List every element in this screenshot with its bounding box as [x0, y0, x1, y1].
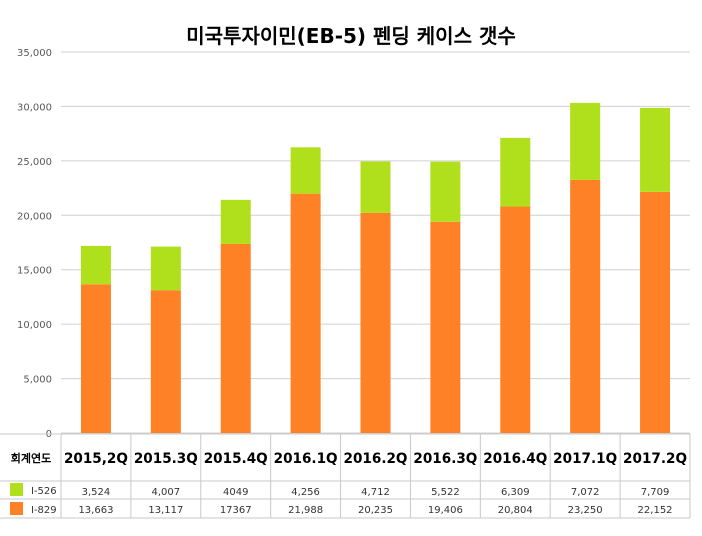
data-table: 회계연도 2015,2Q 3,524 13,663 2015.3Q 4,007 13,117…	[0, 433, 691, 519]
y-axis: 05,00010,00015,00020,00025,00030,00035,0…	[17, 48, 52, 440]
data-label-i526: 3,524	[82, 487, 111, 498]
data-label-i526: 7,709	[641, 487, 670, 498]
y-tick-label: 30,000	[17, 102, 52, 113]
category-label: 2016.3Q	[413, 451, 477, 467]
bar-i526	[80, 245, 111, 285]
data-label-i526: 6,309	[501, 487, 530, 498]
bar-i829	[500, 206, 531, 433]
bar-i526	[360, 161, 391, 213]
bar-i829	[80, 284, 111, 433]
y-tick-label: 10,000	[17, 320, 52, 331]
y-tick-label: 35,000	[17, 48, 52, 59]
data-label-i526: 4,712	[361, 487, 390, 498]
y-tick-label: 25,000	[17, 157, 52, 168]
category-label: 2017.2Q	[623, 451, 687, 467]
bar-i526	[290, 147, 321, 194]
bar-i829	[570, 179, 601, 433]
category-label: 2016.2Q	[344, 451, 408, 467]
bar-i526	[220, 199, 251, 244]
y-tick-label: 20,000	[17, 211, 52, 222]
legend-label-i829: I-829	[31, 505, 57, 516]
bar-i829	[220, 243, 251, 433]
category-label: 2015.3Q	[134, 451, 198, 467]
bar-i526	[150, 246, 181, 291]
bar-i526	[500, 137, 531, 207]
data-label-i829: 19,406	[428, 505, 463, 516]
data-label-i526: 7,072	[571, 487, 600, 498]
category-label: 2015.4Q	[204, 451, 268, 467]
bar-i526	[640, 107, 671, 192]
data-label-i829: 20,804	[498, 505, 533, 516]
data-label-i526: 4,256	[291, 487, 320, 498]
data-label-i829: 23,250	[568, 505, 603, 516]
bar-i829	[360, 212, 391, 433]
bar-i526	[570, 102, 601, 180]
data-label-i526: 4049	[223, 487, 248, 498]
chart-title: 미국투자이민(EB-5) 펜딩 케이스 갯수	[186, 24, 516, 48]
bar-i829	[290, 193, 321, 433]
data-label-i829: 22,152	[638, 505, 673, 516]
data-label-i526: 4,007	[152, 487, 181, 498]
data-label-i829: 13,117	[148, 505, 183, 516]
data-label-i829: 17367	[220, 505, 252, 516]
data-label-i829: 13,663	[78, 505, 113, 516]
legend-key-i526	[10, 483, 23, 496]
legend-label-i526: I-526	[31, 486, 57, 497]
legend-key-i829	[10, 502, 23, 515]
data-label-i829: 20,235	[358, 505, 393, 516]
bar-i829	[640, 191, 671, 433]
bar-i829	[430, 221, 461, 433]
bar-i829	[150, 290, 181, 433]
bars	[80, 102, 671, 433]
data-label-i829: 21,988	[288, 505, 323, 516]
category-label: 2016.4Q	[483, 451, 547, 467]
y-tick-label: 5,000	[23, 375, 52, 386]
bar-i526	[430, 161, 461, 222]
data-label-i526: 5,522	[431, 487, 460, 498]
y-tick-label: 15,000	[17, 266, 52, 277]
category-label: 2017.1Q	[553, 451, 617, 467]
category-label: 2015,2Q	[64, 451, 128, 467]
category-label: 2016.1Q	[274, 451, 338, 467]
row-header: 회계연도	[11, 451, 51, 465]
